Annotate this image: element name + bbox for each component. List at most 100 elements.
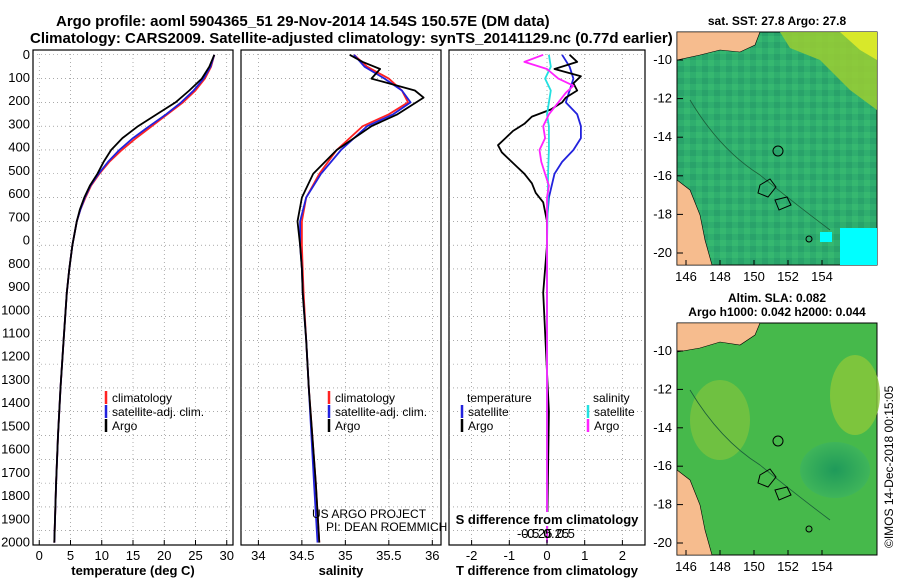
depth-tick-label: 100 [8,70,30,85]
map-x-tick-label: 148 [709,559,731,574]
x-tick-label: 34 [251,548,265,563]
x-tick-label: -2 [466,548,478,563]
sst-land-png [676,31,761,61]
salinity-legend: climatology satellite-adj. clim. Argo [327,391,427,433]
legend-t-satellite: satellite [468,405,509,419]
map-y-tick-label: -16 [653,458,672,473]
sst-argo-location [772,145,784,157]
temperature-gridlines [33,50,233,545]
sst-map-title: sat. SST: 27.8 Argo: 27.8 [708,14,847,28]
depth-tick-label: 1500 [1,418,30,433]
depth-tick-label: 1900 [1,511,30,526]
depth-axis: 0 100 200 300 400 500 600 700 0 800 900 1000 1100 120… [1,47,30,550]
map-y-tick-label: -12 [653,381,672,396]
depth-tick-label: 900 [8,279,30,294]
temperature-xticks: 0 5 10 15 20 25 30 [36,540,234,563]
map-y-tick-label: -12 [653,91,672,106]
x-tick-label: 5 [67,548,74,563]
series-salinity-argo [523,53,575,543]
x-tick-label: 2 [619,548,626,563]
salinity-frame [240,49,442,546]
depth-tick-label: 1200 [1,349,30,364]
map-x-tick-label: 154 [811,269,833,284]
map-x-tick-label: 150 [743,559,765,574]
difference-xticks: -2 -1 0 1 2 [466,540,626,563]
depth-tick-label: 1600 [1,442,30,457]
sst-missing-data [840,228,877,265]
salinity-lines [296,54,425,543]
map-y-tick-label: -10 [653,343,672,358]
x-tick-label: 10 [95,548,109,563]
sst-hot-region [840,32,877,60]
salinity-panel: 34 34.5 35 35.5 36 salinity climatology sate… [240,49,447,578]
x-tick-label: 25 [188,548,202,563]
s-diff-tick-label: 0 [543,526,550,541]
map-x-tick-label: 152 [777,269,799,284]
s-diff-tick-label: 0.25 [544,526,569,541]
x-tick-label: 0 [543,548,550,563]
temperature-panel: 0 5 10 15 20 25 30 temperature (deg C) climato… [32,49,234,578]
legend-satellite: satellite-adj. clim. [335,405,427,419]
sla-high-region-2 [690,380,750,460]
sst-map: sat. SST: 27.8 Argo: 27.8 -10-12-14-16-1… [653,14,878,284]
depth-tick-label: 1300 [1,372,30,387]
x-tick-label: 1 [581,548,588,563]
depth-tick-label: 1100 [2,325,30,340]
sst-warm-region [780,32,877,110]
x-tick-label: -1 [504,548,516,563]
sla-high-region [830,355,880,435]
legend-t-argo: Argo [468,419,494,433]
sla-map-title1: Altim. SLA: 0.082 [728,291,826,305]
map-y-tick-label: -16 [653,168,672,183]
map-y-tick-label: -18 [653,497,672,512]
x-tick-label: 36 [425,548,439,563]
legend-temperature-heading: temperature [467,391,532,405]
depth-tick-label: 800 [8,256,30,271]
legend-climatology: climatology [335,391,395,405]
pi-credit: PI: DEAN ROEMMICH [326,520,447,534]
legend-climatology: climatology [112,391,172,405]
sla-map-title2: Argo h1000: 0.042 h2000: 0.044 [688,305,866,319]
s-diff-tick-label: -0.5 [517,526,539,541]
depth-tick-label: 1000 [1,302,30,317]
map-x-tick-label: 148 [709,269,731,284]
x-tick-label: 34.5 [289,548,314,563]
temperature-lines [53,54,216,543]
project-credit: US ARGO PROJECT [312,507,427,521]
sst-bathymetry [689,99,831,231]
series-argo [53,54,216,543]
sla-map: Altim. SLA: 0.082 Argo h1000: 0.042 h200… [653,291,880,574]
x-tick-label: 20 [157,548,171,563]
temperature-xlabel: temperature (deg C) [71,563,195,578]
x-tick-label: 30 [220,548,234,563]
legend-satellite: satellite-adj. clim. [112,405,204,419]
temperature-legend: climatology satellite-adj. clim. Argo [104,391,204,433]
sla-bathymetry [689,389,831,521]
x-tick-label: 35 [338,548,352,563]
legend-s-satellite: satellite [594,405,635,419]
sst-missing-data-2 [820,232,832,242]
map-x-tick-label: 146 [675,269,697,284]
s-diff-tick-label: -0.25 [523,526,553,541]
sst-small-marker [805,235,813,243]
depth-tick-label: 400 [8,140,30,155]
depth-tick-label: 1700 [1,465,30,480]
map-x-tick-label: 154 [811,559,833,574]
salinity-xlabel: salinity [319,563,365,578]
legend-argo: Argo [335,419,361,433]
depth-tick-label: 300 [8,116,30,131]
map-x-tick-label: 146 [675,559,697,574]
sla-argo-location [772,435,784,447]
map-y-tick-label: -10 [653,52,672,67]
depth-tick-label: 200 [8,93,30,108]
series-argo [296,54,425,543]
sla-land-australia [676,469,713,556]
difference-lines [497,53,582,543]
depth-tick-label: 1800 [1,488,30,503]
salinity-xticks: 34 34.5 35 35.5 36 [251,540,440,563]
map-y-tick-label: -14 [653,129,672,144]
depth-tick-label: 0 [23,233,30,248]
